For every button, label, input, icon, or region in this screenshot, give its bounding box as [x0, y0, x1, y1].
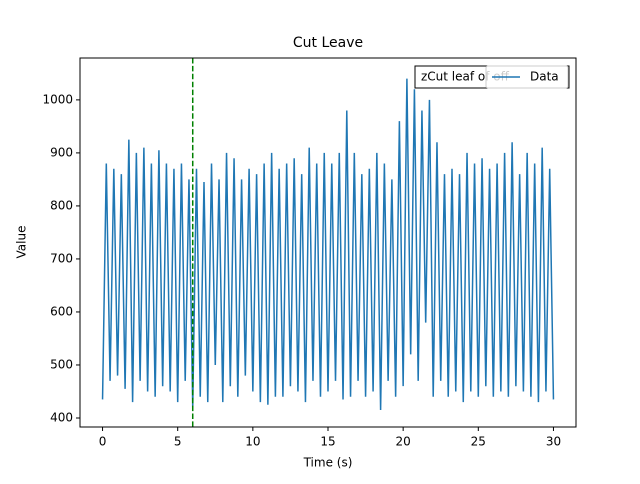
y-tick-label: 1000 [42, 92, 73, 106]
x-tick-label: 10 [245, 435, 260, 449]
data-line [101, 78, 555, 411]
y-axis-label: Value [15, 226, 29, 259]
y-tick-label: 800 [50, 198, 73, 212]
y-tick-label: 600 [50, 304, 73, 318]
y-tick-label: 400 [50, 410, 73, 424]
legend-label: Data [530, 70, 559, 84]
plot-frame [79, 57, 577, 428]
x-tick-label: 25 [471, 435, 486, 449]
x-tick-label: 30 [546, 435, 561, 449]
legend-box [485, 65, 569, 89]
y-tick-label: 500 [50, 357, 73, 371]
y-tick-label: 700 [50, 251, 73, 265]
chart-title: Cut Leave [293, 35, 363, 51]
y-tick-label: 900 [50, 145, 73, 159]
x-tick-label: 15 [320, 435, 335, 449]
x-tick-label: 20 [396, 435, 411, 449]
x-tick-label: 5 [174, 435, 182, 449]
x-axis-label: Time (s) [303, 456, 353, 470]
x-tick-label: 0 [99, 435, 107, 449]
